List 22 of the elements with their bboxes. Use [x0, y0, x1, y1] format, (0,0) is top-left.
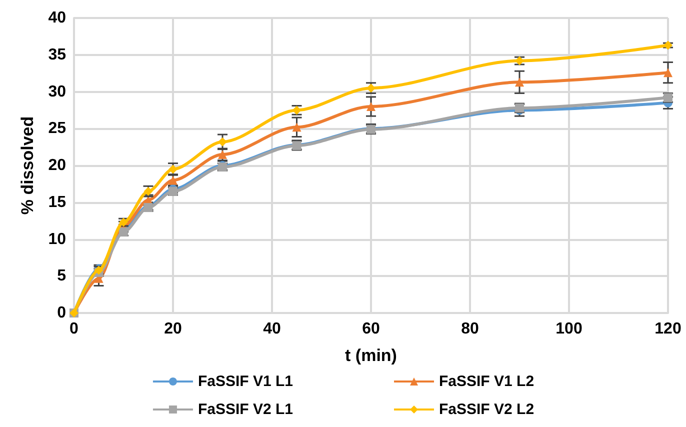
- y-tick-label: 20: [48, 157, 66, 174]
- x-tick-label: 100: [556, 320, 582, 338]
- x-tick-label: 20: [164, 320, 182, 338]
- x-tick-label: 120: [654, 320, 682, 338]
- x-tick-label: 40: [263, 320, 281, 338]
- x-axis-title: t (min): [345, 346, 397, 365]
- y-tick-label: 40: [48, 10, 66, 26]
- y-tick-label: 0: [57, 304, 66, 322]
- legend-label: FaSSIF V1 L1: [198, 373, 294, 390]
- legend-label: FaSSIF V2 L1: [198, 401, 294, 418]
- legend-label: FaSSIF V1 L2: [439, 373, 534, 390]
- x-tick-label: 60: [362, 320, 380, 338]
- x-tick-label: 80: [461, 320, 479, 338]
- y-tick-label: 10: [48, 230, 66, 248]
- y-tick-label: 35: [48, 46, 66, 64]
- y-axis-title: % dissolved: [18, 116, 37, 215]
- y-tick-label: 30: [48, 83, 66, 100]
- y-tick-label: 15: [48, 194, 66, 211]
- x-tick-label: 0: [70, 320, 79, 338]
- y-tick-label: 25: [48, 120, 66, 138]
- y-tick-label: 5: [57, 268, 66, 285]
- legend-label: FaSSIF V2 L2: [439, 401, 534, 418]
